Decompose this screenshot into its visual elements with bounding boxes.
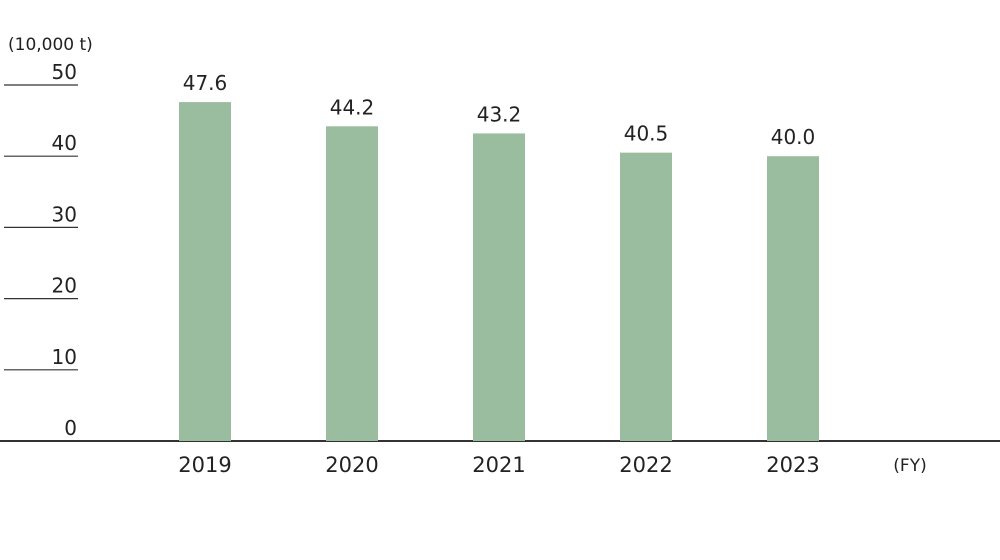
y-tick-label: 0	[64, 416, 77, 440]
bar	[473, 133, 525, 441]
y-tick-label: 50	[52, 60, 77, 84]
x-tick-label: 2023	[766, 453, 819, 477]
y-tick-label: 40	[52, 131, 77, 155]
value-label: 44.2	[330, 95, 375, 119]
y-tick-label: 30	[52, 202, 77, 226]
x-tick-label: 2019	[178, 453, 231, 477]
value-label: 43.2	[477, 102, 522, 126]
bar	[179, 102, 231, 441]
bar	[620, 152, 672, 441]
y-tick-label: 10	[52, 345, 77, 369]
x-tick-label: 2022	[619, 453, 672, 477]
y-tick-label: 20	[52, 274, 77, 298]
bar	[326, 126, 378, 442]
x-tick-label: 2021	[472, 453, 525, 477]
x-tick-label: 2020	[325, 453, 378, 477]
x-axis-label: (FY)	[893, 456, 926, 476]
value-label: 47.6	[183, 71, 228, 95]
value-label: 40.0	[771, 125, 816, 149]
unit-label: (10,000 t)	[8, 35, 93, 55]
value-label: 40.5	[624, 122, 669, 146]
bar	[767, 156, 819, 441]
